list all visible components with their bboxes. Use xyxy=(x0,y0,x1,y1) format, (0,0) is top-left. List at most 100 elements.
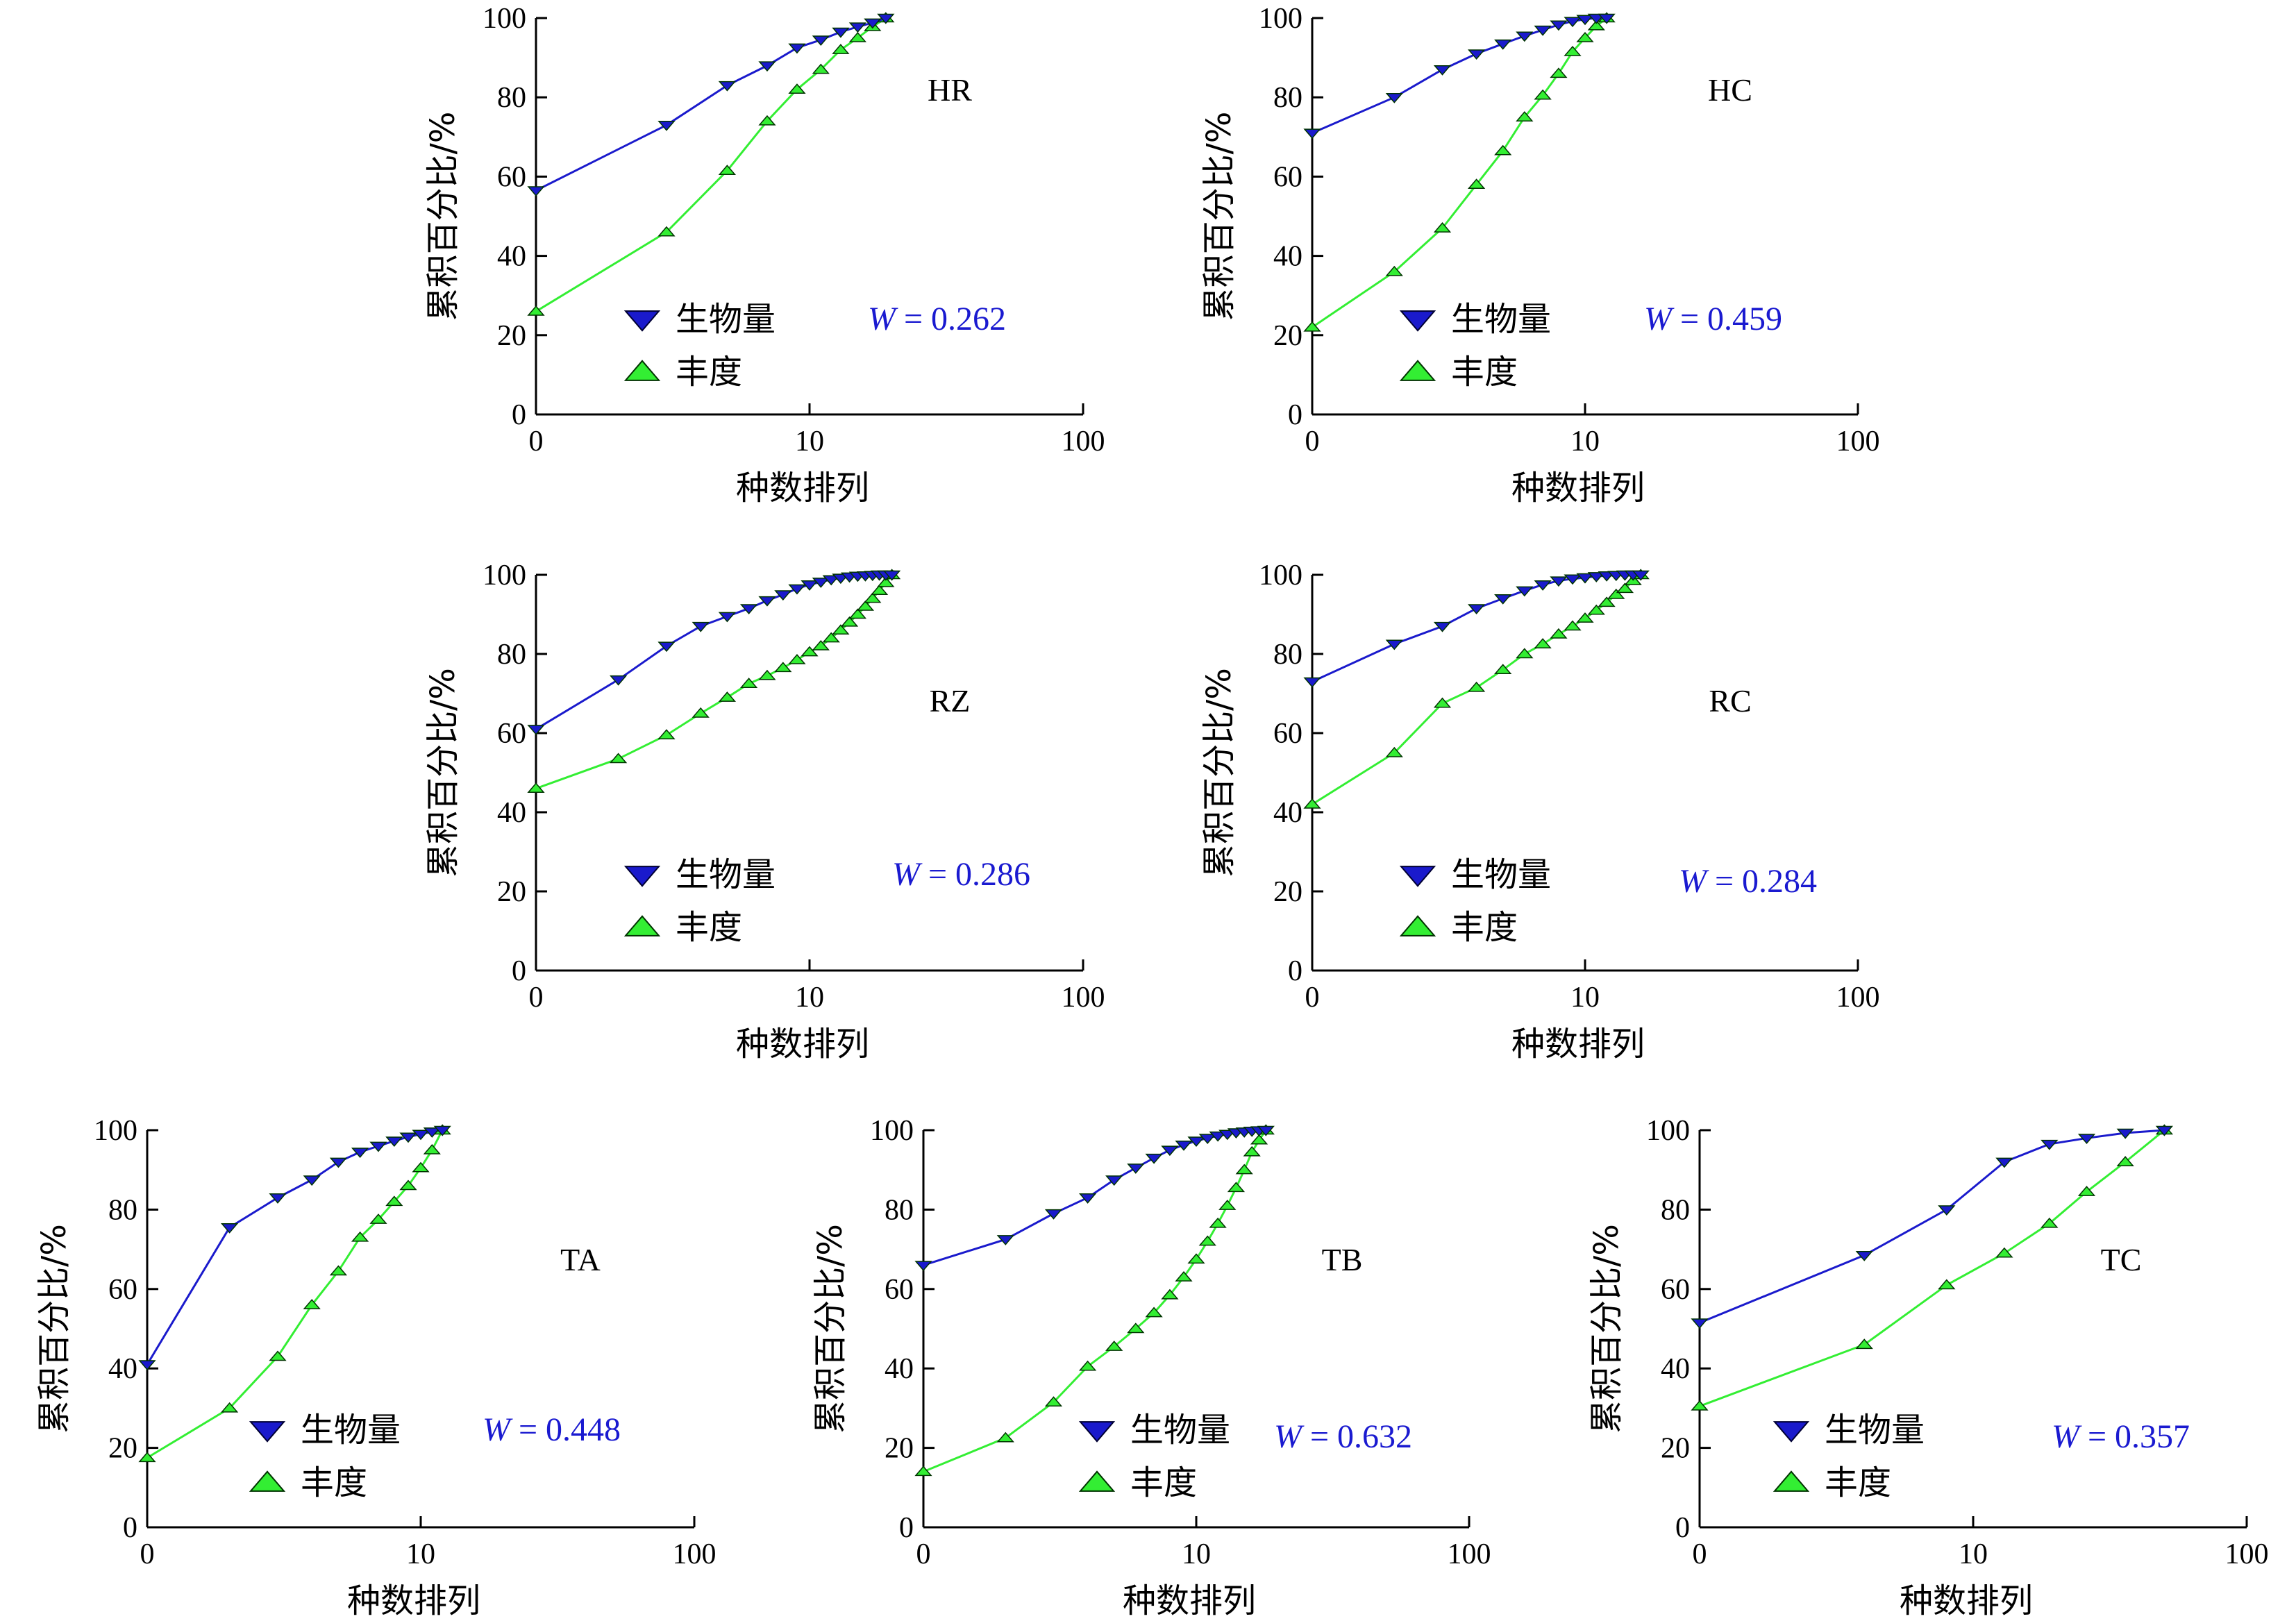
abundance-series-line xyxy=(1312,17,1608,328)
y-tick-label: 60 xyxy=(1273,161,1302,193)
x-tick-label: 0 xyxy=(140,1538,155,1570)
biomass-point xyxy=(2041,1139,2059,1150)
biomass-point xyxy=(848,22,867,33)
biomass-point xyxy=(138,1360,156,1371)
y-tick-label: 20 xyxy=(1273,320,1302,352)
y-tick-label: 20 xyxy=(885,1433,914,1465)
y-tick-label: 0 xyxy=(1675,1512,1690,1544)
legend-biomass-label: 生物量 xyxy=(676,855,776,894)
x-tick-label: 10 xyxy=(795,982,824,1014)
biomass-point xyxy=(1938,1205,1956,1216)
x-tick-label: 0 xyxy=(916,1538,931,1570)
biomass-point xyxy=(1175,1140,1193,1151)
legend-abundance-label: 丰度 xyxy=(1130,1463,1197,1502)
y-tick-label: 80 xyxy=(497,82,526,114)
x-tick-label: 100 xyxy=(1836,426,1880,457)
abundance-point xyxy=(527,782,545,793)
biomass-point xyxy=(2116,1128,2134,1139)
panel-label: TC xyxy=(2101,1242,2142,1277)
panel-label: RC xyxy=(1709,683,1751,719)
x-axis-title: 种数排列 xyxy=(1900,1581,2033,1620)
x-axis-title: 种数排列 xyxy=(736,469,869,507)
y-tick-label: 20 xyxy=(497,320,526,352)
y-tick-label: 20 xyxy=(108,1433,137,1465)
biomass-point xyxy=(527,725,545,735)
panel-label: HC xyxy=(1708,72,1752,108)
x-tick-label: 100 xyxy=(1448,1538,1491,1570)
abundance-point xyxy=(412,1161,430,1173)
legend-abundance-label: 丰度 xyxy=(676,908,742,947)
abundance-point xyxy=(1516,111,1534,121)
y-axis-title: 累积百分比/% xyxy=(1587,1224,1626,1434)
abundance-point xyxy=(840,616,859,627)
abundance-point xyxy=(351,1231,369,1242)
abundance-point xyxy=(801,646,819,657)
biomass-point xyxy=(329,1157,348,1168)
biomass-point xyxy=(1467,604,1486,615)
abundance-point xyxy=(423,1144,441,1154)
biomass-point xyxy=(1494,594,1512,605)
abundance-point xyxy=(1598,596,1616,607)
x-tick-label: 100 xyxy=(2225,1538,2269,1570)
abundance-point xyxy=(1534,89,1552,100)
y-tick-label: 20 xyxy=(1661,1433,1690,1465)
abundance-series-line xyxy=(535,17,887,312)
biomass-point xyxy=(758,596,776,607)
abundance-point xyxy=(1564,620,1582,631)
y-axis-title: 累积百分比/% xyxy=(424,112,462,321)
biomass-point xyxy=(1632,570,1650,581)
biomass-point xyxy=(1385,639,1403,650)
biomass-point xyxy=(1127,1164,1145,1174)
biomass-point xyxy=(882,570,901,581)
biomass-point xyxy=(822,575,840,586)
biomass-point xyxy=(1257,1125,1275,1136)
y-tick-label: 80 xyxy=(885,1194,914,1226)
biomass-point xyxy=(2155,1125,2174,1136)
y-tick-label: 100 xyxy=(94,1115,137,1147)
x-axis-title: 种数排列 xyxy=(1511,1025,1645,1064)
abundance-point xyxy=(788,83,806,94)
x-tick-label: 0 xyxy=(529,982,544,1014)
abundance-point xyxy=(758,669,776,680)
legend-abundance-label: 丰度 xyxy=(1825,1463,1891,1502)
abundance-point xyxy=(788,653,806,664)
x-tick-label: 10 xyxy=(1182,1538,1211,1570)
w-statistic: W = 0.286 xyxy=(892,856,1030,893)
legend-abundance-label: 丰度 xyxy=(1451,353,1518,392)
legend-abundance-label: 丰度 xyxy=(301,1463,367,1502)
abundance-point xyxy=(864,592,882,603)
x-tick-label: 0 xyxy=(529,426,544,457)
biomass-point xyxy=(609,675,628,686)
abundance-point xyxy=(329,1265,348,1276)
biomass-point xyxy=(1105,1175,1123,1186)
abundance-point xyxy=(657,729,676,740)
abundance-point xyxy=(856,600,875,611)
abundance-point xyxy=(609,753,628,764)
abundance-point xyxy=(1938,1279,1956,1290)
biomass-point xyxy=(1516,31,1534,42)
y-tick-label: 100 xyxy=(1259,560,1302,591)
w-statistic: W = 0.357 xyxy=(2052,1418,2190,1455)
biomass-point xyxy=(1467,49,1486,60)
panel-label: RZ xyxy=(930,683,971,719)
x-tick-label: 100 xyxy=(1836,982,1880,1014)
biomass-point xyxy=(1044,1209,1063,1220)
abundance-point xyxy=(303,1299,321,1309)
w-symbol: W xyxy=(868,301,898,337)
w-statistic: W = 0.448 xyxy=(483,1411,621,1448)
abundance-point xyxy=(996,1431,1014,1443)
abundance-point xyxy=(220,1402,239,1413)
y-axis-title: 累积百分比/% xyxy=(35,1224,74,1434)
biomass-point xyxy=(1691,1318,1709,1329)
y-tick-label: 0 xyxy=(1288,399,1302,431)
abundance-series-line xyxy=(146,1129,444,1459)
biomass-series-line xyxy=(535,17,887,192)
w-value: = 0.286 xyxy=(920,856,1030,893)
abundance-point xyxy=(1078,1360,1097,1371)
abundance-point xyxy=(1198,1235,1216,1246)
abundance-point xyxy=(718,165,737,176)
x-axis-title: 种数排列 xyxy=(736,1025,869,1064)
abundance-point xyxy=(822,632,840,643)
y-tick-label: 60 xyxy=(497,161,526,193)
